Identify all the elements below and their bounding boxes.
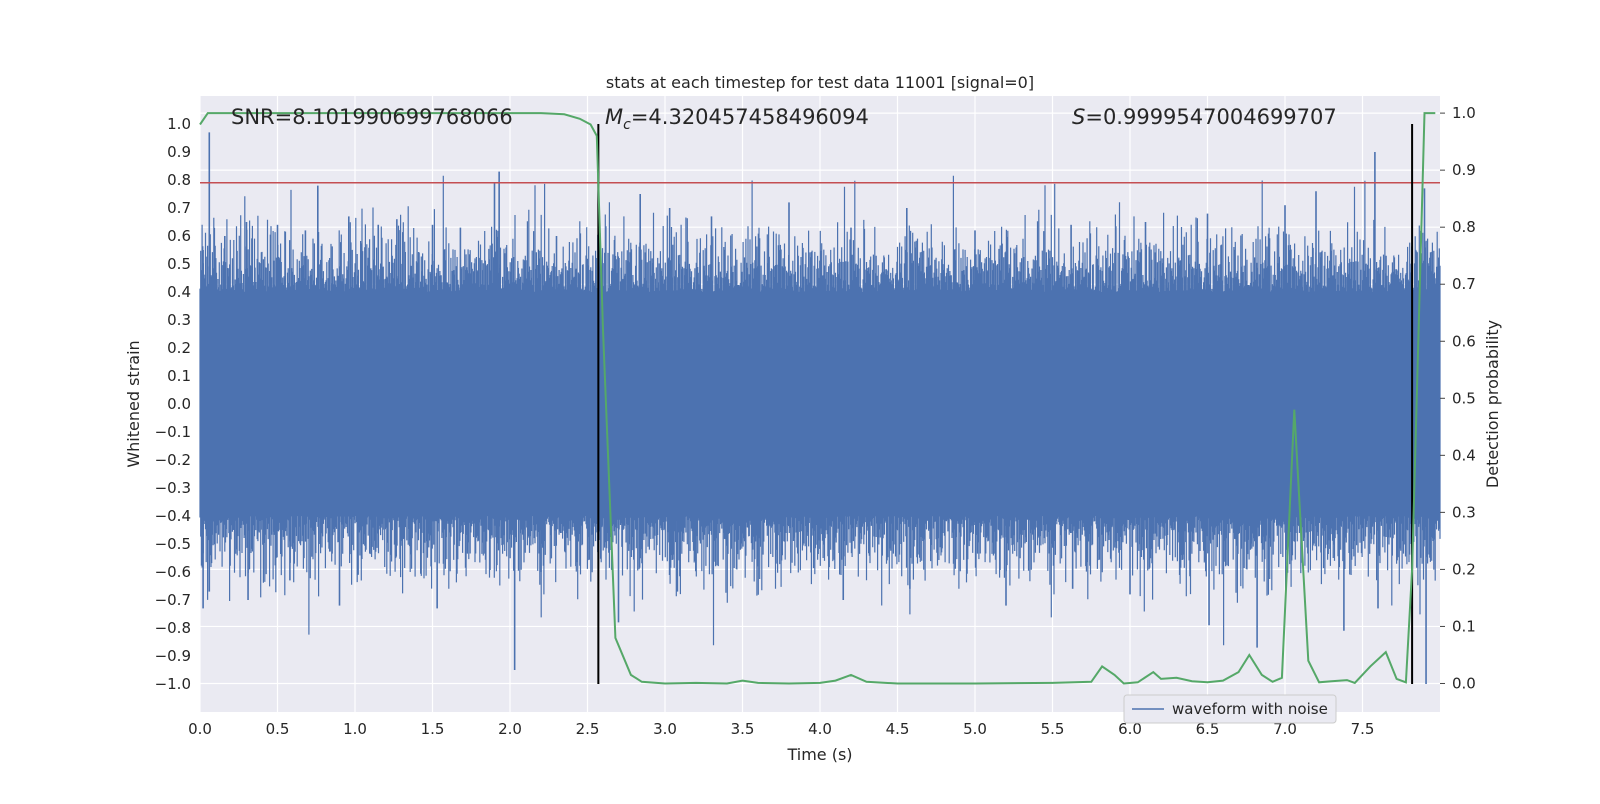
y-tick-label-left: 0.1 — [167, 367, 191, 385]
y-tick-label-left: 0.4 — [167, 283, 191, 301]
y-tick-label-right: 0.6 — [1452, 332, 1476, 350]
legend-box — [1123, 694, 1337, 724]
x-tick-label: 2.5 — [576, 720, 600, 738]
y-tick-label-left: 0.3 — [167, 311, 191, 329]
y-tick-label-left: −0.6 — [155, 563, 191, 581]
x-axis-label: Time (s) — [786, 745, 852, 764]
y-tick-label-left: 0.5 — [167, 255, 191, 273]
y-tick-label-left: 1.0 — [167, 115, 191, 133]
y-tick-label-right: 0.2 — [1452, 560, 1476, 578]
chirp-mass-annotation: Mc=4.320457458496094 — [605, 105, 869, 133]
x-tick-label: 3.5 — [731, 720, 755, 738]
snr-annotation: SNR=8.101990699768066 — [231, 105, 513, 129]
overlays — [200, 124, 1440, 684]
y-axis-label-right: Detection probability — [1483, 320, 1502, 488]
y-tick-label-left: −0.3 — [155, 479, 191, 497]
y-tick-label-left: −0.5 — [155, 535, 191, 553]
legend-label-waveform: waveform with noise — [1172, 700, 1328, 718]
y-tick-label-left: −0.4 — [155, 507, 191, 525]
y-tick-label-right: 0.9 — [1452, 161, 1476, 179]
tick-labels: 0.0 0.5 1.0 1.5 2.0 2.5 3.0 3.5 4.0 4.5 5.0 5.5 6.0 6… — [155, 104, 1476, 738]
significance-annotation: S=0.9999547004699707 — [1072, 105, 1337, 129]
y-tick-label-left: −0.7 — [155, 591, 191, 609]
series-detection-probability — [199, 112, 1436, 685]
x-tick-label: 6.5 — [1196, 720, 1220, 738]
y-tick-label-left: 0.6 — [167, 227, 191, 245]
y-tick-label-left: 0.7 — [167, 199, 191, 217]
x-tick-label: 7.5 — [1351, 720, 1375, 738]
x-tick-label: 2.0 — [498, 720, 522, 738]
y-axis-label-left: Whitened strain — [124, 340, 143, 467]
x-tick-label: 5.0 — [963, 720, 987, 738]
y-tick-label-right: 0.5 — [1452, 389, 1476, 407]
x-tick-label: 1.5 — [421, 720, 445, 738]
y-tick-label-right: 0.8 — [1452, 218, 1476, 236]
chart-title: stats at each timestep for test data 110… — [606, 73, 1034, 92]
legend: waveform with noise — [1123, 694, 1337, 724]
x-tick-label: 3.0 — [653, 720, 677, 738]
y-tick-label-right: 0.7 — [1452, 275, 1476, 293]
chirp-mass-symbol: M — [605, 105, 623, 129]
series-waveform-with-noise — [199, 132, 1441, 684]
x-tick-label: 4.0 — [808, 720, 832, 738]
y-tick-label-left: −0.8 — [155, 619, 191, 637]
y-tick-label-right: 0.1 — [1452, 617, 1476, 635]
y-tick-label-left: 0.8 — [167, 171, 191, 189]
y-tick-label-left: 0.2 — [167, 339, 191, 357]
x-tick-label: 1.0 — [343, 720, 367, 738]
significance-symbol: S — [1072, 105, 1085, 129]
significance-value: =0.9999547004699707 — [1085, 105, 1336, 129]
chirp-mass-value: =4.320457458496094 — [631, 105, 869, 129]
x-tick-label: 0.0 — [188, 720, 212, 738]
x-tick-label: 4.5 — [886, 720, 910, 738]
y-tick-label-right: 0.3 — [1452, 503, 1476, 521]
x-tick-label: 6.0 — [1118, 720, 1142, 738]
x-tick-label: 5.5 — [1041, 720, 1065, 738]
chirp-mass-subscript: c — [623, 117, 631, 133]
y-tick-label-right: 0.4 — [1452, 446, 1476, 464]
x-tick-label: 7.0 — [1273, 720, 1297, 738]
y-tick-label-right: 0.0 — [1452, 674, 1476, 692]
y-tick-label-left: −1.0 — [155, 675, 191, 693]
y-tick-label-right: 1.0 — [1452, 104, 1476, 122]
y-tick-label-left: 0.0 — [167, 395, 191, 413]
y-tick-label-left: −0.9 — [155, 647, 191, 665]
x-tick-label: 0.5 — [266, 720, 290, 738]
waveform-core — [200, 348, 1440, 460]
y-tick-label-left: −0.2 — [155, 451, 191, 469]
y-tick-label-left: −0.1 — [155, 423, 191, 441]
y-tick-label-left: 0.9 — [167, 143, 191, 161]
probability-line — [199, 112, 1436, 685]
